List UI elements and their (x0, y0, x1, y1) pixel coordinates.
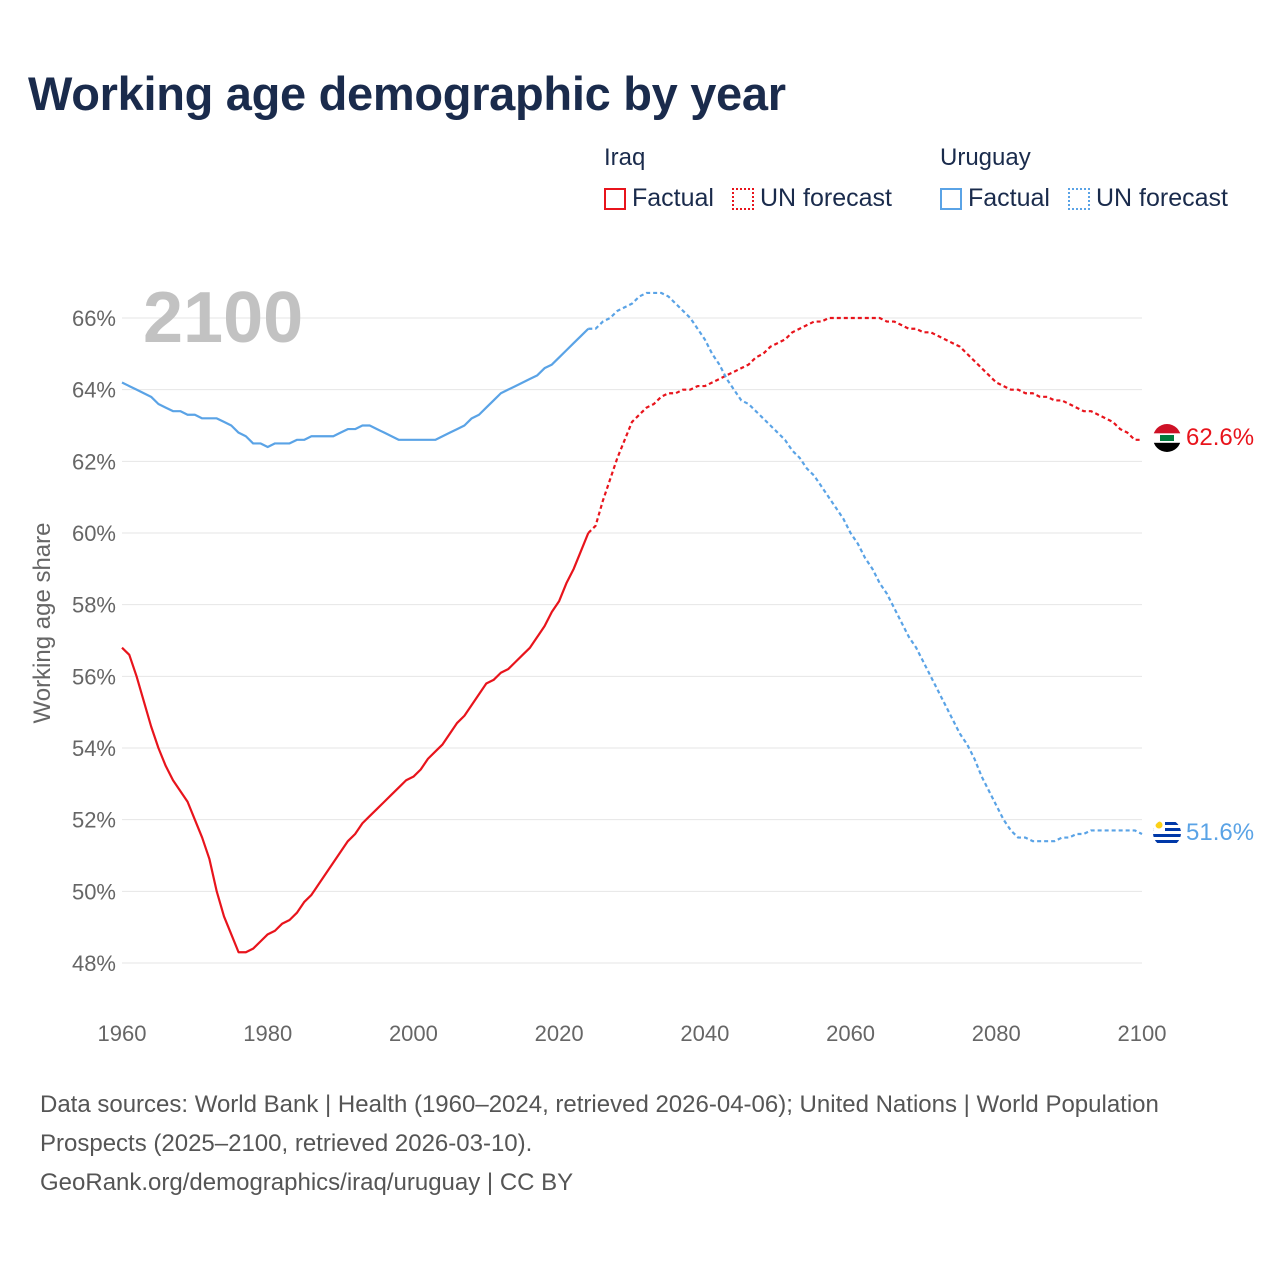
series-line-iraq-factual (121, 532, 590, 954)
y-tick-label: 52% (72, 808, 116, 833)
legend-country-uruguay: Uruguay (940, 144, 1031, 171)
x-tick-label: 2060 (826, 1021, 875, 1046)
data-sources: Data sources: World Bank | Health (1960–… (40, 1091, 1159, 1157)
y-tick-label: 48% (72, 951, 116, 976)
uruguay-flag-icon (1153, 819, 1181, 847)
y-tick-label: 66% (72, 306, 116, 331)
source-link[interactable]: GeoRank.org/demographics/iraq/uruguay | … (40, 1169, 574, 1196)
x-tick-label: 2000 (389, 1021, 438, 1046)
y-tick-label: 58% (72, 593, 116, 618)
legend-label: UN forecast (759, 184, 892, 212)
legend-label: Factual (632, 184, 714, 212)
legend-swatch-dotted (731, 187, 754, 210)
y-tick-label: 54% (72, 736, 116, 761)
y-tick-label: 56% (72, 664, 116, 689)
legend-label: UN forecast (1095, 184, 1228, 212)
x-tick-label: 1980 (243, 1021, 292, 1046)
end-label-uruguay: 51.6% (1186, 819, 1254, 846)
x-tick-label: 2020 (535, 1021, 584, 1046)
legend-item-iraq-factual[interactable]: Factual (604, 184, 714, 213)
end-label-iraq: 62.6% (1186, 424, 1254, 451)
legend-label: Factual (968, 184, 1050, 212)
x-tick-label: 1960 (98, 1021, 147, 1046)
grid-lines (122, 317, 1142, 964)
series-lines (121, 291, 1143, 954)
iraq-flag-icon (1153, 424, 1181, 452)
footer: Data sources: World Bank | Health (1960–… (40, 1085, 1160, 1202)
series-line-iraq-forecast (587, 316, 1142, 534)
legend-swatch-dotted (1067, 187, 1090, 210)
year-watermark: 2100 (143, 278, 303, 358)
x-tick-label: 2040 (680, 1021, 729, 1046)
legend-item-uruguay-forecast[interactable]: UN forecast (1067, 184, 1228, 213)
y-axis-label: Working age share (29, 523, 56, 724)
legend-item-iraq-forecast[interactable]: UN forecast (731, 184, 892, 213)
y-tick-label: 64% (72, 378, 116, 403)
x-tick-label: 2080 (972, 1021, 1021, 1046)
legend-group-uruguay: Uruguay Factual UN forecast (940, 144, 1228, 213)
legend-swatch-solid (604, 187, 626, 210)
legend-swatch-solid (940, 187, 962, 210)
y-tick-label: 60% (72, 521, 116, 546)
x-axis-ticks: 1960 1980 2000 2020 2040 2060 2080 2100 (98, 1021, 1167, 1046)
legend-group-iraq: Iraq Factual UN forecast (604, 144, 892, 213)
series-line-uruguay-factual (121, 327, 590, 449)
legend-country-iraq: Iraq (604, 144, 646, 171)
chart-title: Working age demographic by year (28, 67, 786, 120)
x-tick-label: 2100 (1118, 1021, 1167, 1046)
y-axis-ticks: 48% 50% 52% 54% 56% 58% 60% 62% 64% 66% (72, 306, 116, 976)
line-chart: 2100 48% 50% 52% 54% 56% 58% 60% 62% 64% 66% 1960… (29, 278, 1254, 1046)
series-line-uruguay-forecast (588, 291, 1143, 843)
y-tick-label: 50% (72, 879, 116, 904)
y-tick-label: 62% (72, 449, 116, 474)
legend-item-uruguay-factual[interactable]: Factual (940, 184, 1050, 213)
